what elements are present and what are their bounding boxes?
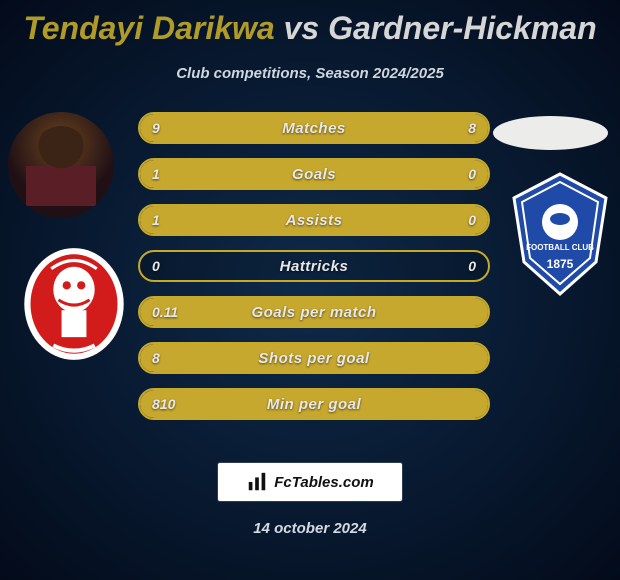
bar-chart-icon — [246, 471, 268, 493]
player2-placeholder-oval — [493, 116, 608, 150]
subtitle: Club competitions, Season 2024/2025 — [0, 65, 620, 82]
svg-text:1875: 1875 — [547, 257, 574, 271]
content-region: FOOTBALL CLUB 1875 9Matches81Goals01Assi… — [0, 112, 620, 442]
stat-value-right: 0 — [444, 166, 488, 182]
stat-row: 0.11Goals per match — [138, 296, 490, 328]
comparison-title: Tendayi Darikwa vs Gardner-Hickman — [0, 0, 620, 47]
stat-label: Matches — [184, 120, 444, 137]
stat-label: Hattricks — [184, 258, 444, 275]
stat-value-left: 0 — [140, 258, 184, 274]
stat-label: Assists — [184, 212, 444, 229]
vs-text: vs — [284, 10, 320, 46]
stat-value-left: 0.11 — [140, 304, 184, 320]
brand-text: FcTables.com — [274, 474, 373, 491]
date-text: 14 october 2024 — [0, 520, 620, 537]
stat-value-right: 8 — [444, 120, 488, 136]
stat-row: 0Hattricks0 — [138, 250, 490, 282]
player1-club-crest — [22, 246, 126, 362]
stat-label: Min per goal — [184, 396, 444, 413]
stat-value-left: 1 — [140, 166, 184, 182]
stat-value-left: 1 — [140, 212, 184, 228]
svg-text:FOOTBALL CLUB: FOOTBALL CLUB — [526, 243, 594, 252]
player1-name: Tendayi Darikwa — [23, 10, 274, 46]
stat-value-right: 0 — [444, 212, 488, 228]
stat-label: Shots per goal — [184, 350, 444, 367]
stat-row: 8Shots per goal — [138, 342, 490, 374]
stat-label: Goals per match — [184, 304, 444, 321]
stat-value-left: 8 — [140, 350, 184, 366]
stat-row: 810Min per goal — [138, 388, 490, 420]
brand-badge: FcTables.com — [217, 462, 403, 502]
stat-value-left: 9 — [140, 120, 184, 136]
stat-label: Goals — [184, 166, 444, 183]
stat-row: 1Assists0 — [138, 204, 490, 236]
stat-row: 1Goals0 — [138, 158, 490, 190]
stat-bars: 9Matches81Goals01Assists00Hattricks00.11… — [138, 112, 490, 434]
stat-value-right: 0 — [444, 258, 488, 274]
player1-avatar — [8, 112, 114, 218]
player2-club-crest: FOOTBALL CLUB 1875 — [510, 172, 610, 296]
player2-name: Gardner-Hickman — [328, 10, 597, 46]
stat-value-left: 810 — [140, 396, 184, 412]
stat-row: 9Matches8 — [138, 112, 490, 144]
